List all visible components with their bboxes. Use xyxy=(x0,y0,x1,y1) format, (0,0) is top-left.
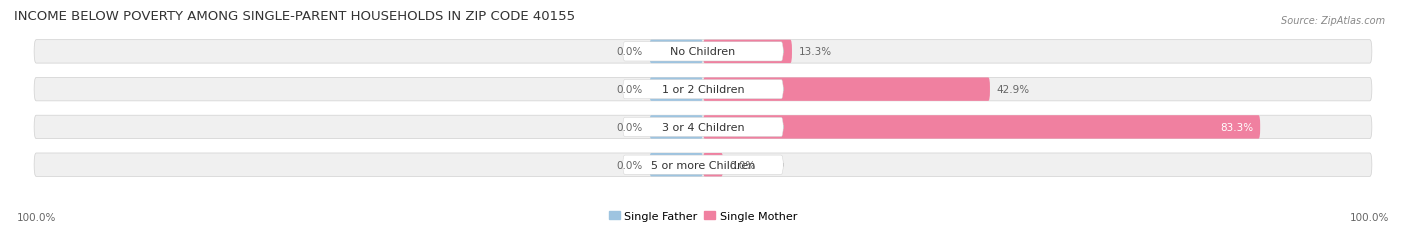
Text: Source: ZipAtlas.com: Source: ZipAtlas.com xyxy=(1281,16,1385,26)
FancyBboxPatch shape xyxy=(650,116,703,139)
Text: 100.0%: 100.0% xyxy=(17,212,56,222)
Text: 0.0%: 0.0% xyxy=(617,85,643,95)
FancyBboxPatch shape xyxy=(34,153,1372,177)
Text: 0.0%: 0.0% xyxy=(617,122,643,132)
Text: 3 or 4 Children: 3 or 4 Children xyxy=(662,122,744,132)
FancyBboxPatch shape xyxy=(34,78,1372,101)
FancyBboxPatch shape xyxy=(650,153,703,177)
FancyBboxPatch shape xyxy=(623,80,783,99)
FancyBboxPatch shape xyxy=(34,116,1372,139)
FancyBboxPatch shape xyxy=(703,153,723,177)
FancyBboxPatch shape xyxy=(703,40,792,64)
FancyBboxPatch shape xyxy=(703,78,990,101)
FancyBboxPatch shape xyxy=(650,40,703,64)
FancyBboxPatch shape xyxy=(650,78,703,101)
Legend: Single Father, Single Mother: Single Father, Single Mother xyxy=(605,207,801,225)
FancyBboxPatch shape xyxy=(623,43,783,62)
Text: 0.0%: 0.0% xyxy=(617,47,643,57)
Text: 100.0%: 100.0% xyxy=(1350,212,1389,222)
Text: 5 or more Children: 5 or more Children xyxy=(651,160,755,170)
FancyBboxPatch shape xyxy=(623,155,783,175)
Text: 13.3%: 13.3% xyxy=(799,47,832,57)
Text: 1 or 2 Children: 1 or 2 Children xyxy=(662,85,744,95)
Text: 42.9%: 42.9% xyxy=(997,85,1029,95)
FancyBboxPatch shape xyxy=(623,118,783,137)
Text: INCOME BELOW POVERTY AMONG SINGLE-PARENT HOUSEHOLDS IN ZIP CODE 40155: INCOME BELOW POVERTY AMONG SINGLE-PARENT… xyxy=(14,9,575,22)
Text: No Children: No Children xyxy=(671,47,735,57)
Text: 83.3%: 83.3% xyxy=(1220,122,1254,132)
Text: 0.0%: 0.0% xyxy=(730,160,756,170)
Text: 0.0%: 0.0% xyxy=(617,160,643,170)
FancyBboxPatch shape xyxy=(703,116,1260,139)
FancyBboxPatch shape xyxy=(34,40,1372,64)
